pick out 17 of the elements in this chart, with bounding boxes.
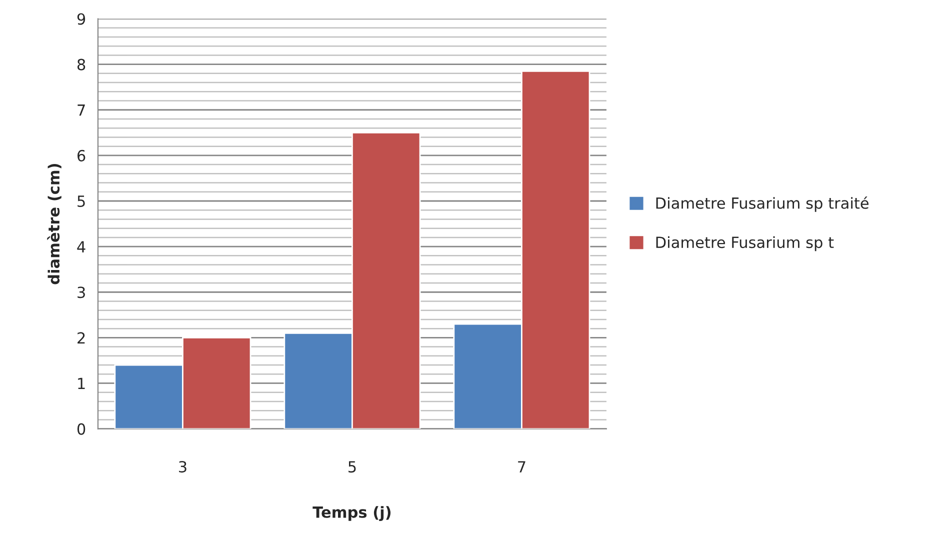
y-tick-label: 3 xyxy=(78,286,85,298)
y-tick-label: 7 xyxy=(78,104,85,116)
y-tick-label: 4 xyxy=(77,241,86,252)
x-tick-label: 7 xyxy=(518,461,526,472)
y-tick-label: 8 xyxy=(77,58,86,70)
y-tick-label: 1 xyxy=(78,378,85,390)
y-axis-title: diamètre (cm) xyxy=(47,164,62,284)
y-tick-label: 6 xyxy=(78,150,86,162)
x-tick-label: 5 xyxy=(348,461,356,473)
legend-label: Diametre Fusarium sp traité xyxy=(656,196,869,212)
y-tick-label: 5 xyxy=(78,196,85,208)
x-tick-label: 3 xyxy=(179,461,186,473)
legend-label: Diametre Fusarium sp t xyxy=(656,236,834,252)
y-tick-label: 0 xyxy=(77,423,86,435)
y-tick-label: 2 xyxy=(78,332,85,344)
y-tick-label: 9 xyxy=(77,13,86,25)
x-axis-title: Temps (j) xyxy=(312,506,391,521)
